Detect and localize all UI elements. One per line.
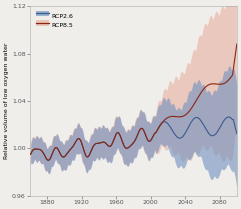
Y-axis label: Relative volume of low oxygen water: Relative volume of low oxygen water <box>4 43 9 159</box>
Legend: RCP2.6, RCP8.5: RCP2.6, RCP8.5 <box>33 9 77 32</box>
